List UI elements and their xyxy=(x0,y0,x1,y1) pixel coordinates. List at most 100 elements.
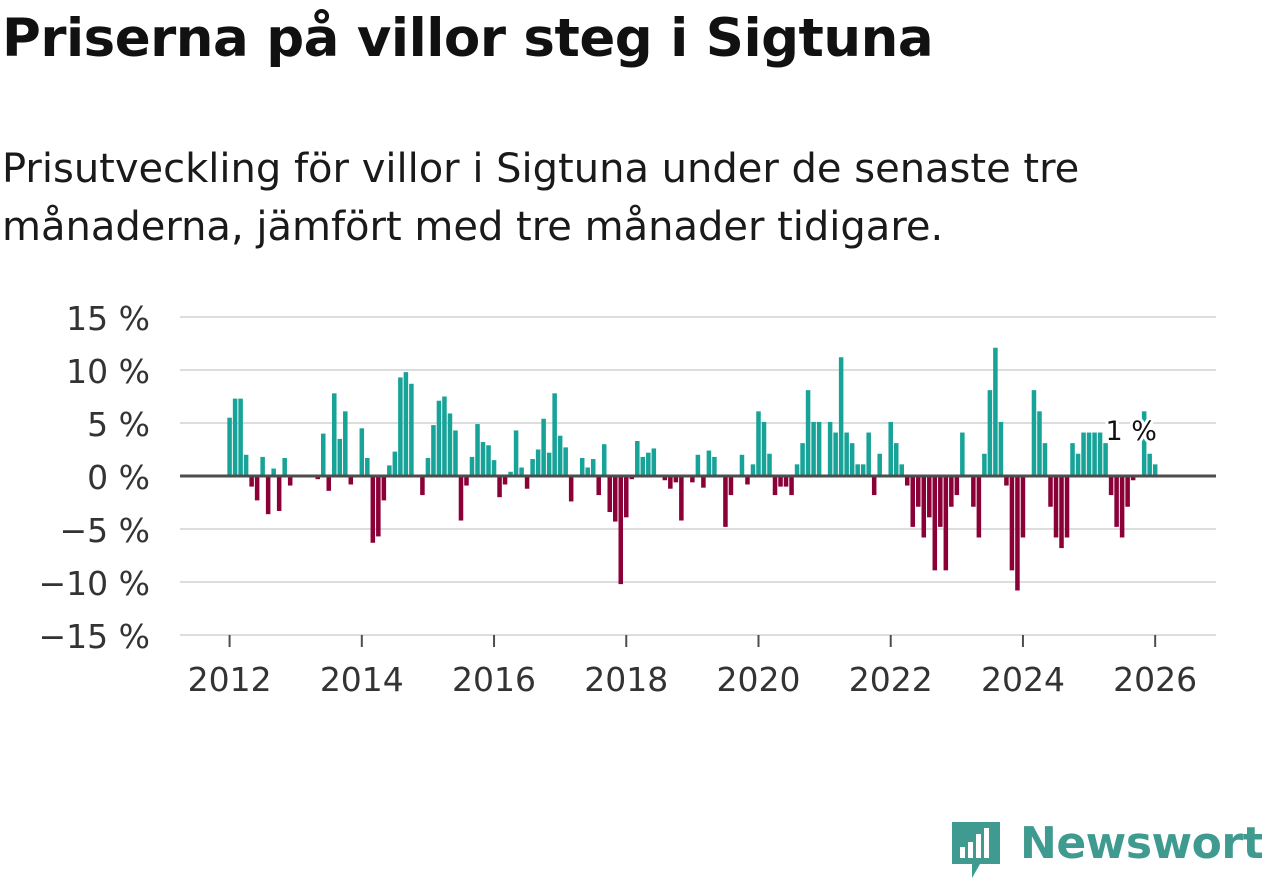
bar xyxy=(640,456,646,476)
bar xyxy=(756,411,761,476)
bar xyxy=(723,476,728,527)
bar xyxy=(932,476,938,571)
bar xyxy=(480,442,486,476)
bar xyxy=(673,476,679,483)
y-tick-label: −5 % xyxy=(60,511,151,550)
bar xyxy=(557,435,563,476)
bar xyxy=(849,443,855,476)
bar xyxy=(778,476,783,487)
x-tick-label: 2012 xyxy=(188,660,272,699)
bar xyxy=(767,453,772,476)
newsworthy-logo-icon xyxy=(952,822,1000,878)
bar xyxy=(276,476,282,511)
bar xyxy=(398,377,403,476)
bar xyxy=(392,451,398,476)
bar xyxy=(960,432,965,476)
bar xyxy=(1015,476,1020,591)
bar xyxy=(695,454,701,476)
bar xyxy=(662,476,668,481)
bar xyxy=(976,476,982,538)
bar xyxy=(513,430,519,476)
chart-title: Priserna på villor steg i Sigtuna xyxy=(2,8,934,69)
bar xyxy=(712,456,717,476)
bar xyxy=(1004,476,1009,486)
bar xyxy=(635,441,640,476)
y-axis-ticks: 15 % 10 % 5 % 0 % −5 % −10 % −15 % xyxy=(39,299,151,656)
x-tick-label: 2022 xyxy=(849,660,933,699)
bar xyxy=(403,372,409,476)
bar xyxy=(750,464,756,476)
bar xyxy=(893,443,899,476)
chart-subtitle: Prisutveckling för villor i Sigtuna unde… xyxy=(2,146,1080,250)
bar xyxy=(1114,476,1119,527)
bar xyxy=(982,453,987,476)
bar xyxy=(612,476,618,522)
bar xyxy=(904,476,910,486)
bar xyxy=(519,467,524,476)
y-tick-label: 15 % xyxy=(66,299,150,338)
bar xyxy=(486,445,491,476)
bar xyxy=(442,396,447,476)
bar xyxy=(871,476,877,496)
bar xyxy=(860,464,866,476)
bar xyxy=(794,464,800,476)
x-tick-label: 2026 xyxy=(1113,660,1197,699)
bar xyxy=(816,421,822,476)
bar xyxy=(607,476,612,513)
bar xyxy=(601,444,607,476)
bar xyxy=(618,476,624,585)
bar xyxy=(1059,476,1064,549)
bar xyxy=(971,476,976,507)
bar xyxy=(651,448,657,476)
bar xyxy=(315,476,320,480)
bar xyxy=(497,476,502,498)
bar xyxy=(701,476,706,488)
bar xyxy=(249,476,254,487)
bar xyxy=(833,432,838,476)
bar xyxy=(1125,476,1130,507)
bar xyxy=(844,432,849,476)
bar xyxy=(227,417,232,476)
bar xyxy=(1037,411,1042,476)
bar xyxy=(943,476,949,571)
bar xyxy=(927,476,932,518)
bar xyxy=(359,428,365,476)
bar xyxy=(706,450,712,476)
bar xyxy=(469,456,475,476)
bar xyxy=(910,476,916,527)
bar xyxy=(535,449,541,476)
newsworthy-logo: Newsworthy xyxy=(950,818,1262,878)
bar xyxy=(546,452,552,476)
bar xyxy=(232,398,238,476)
bar xyxy=(800,443,805,476)
bar xyxy=(783,476,789,487)
bar xyxy=(282,457,287,476)
bar xyxy=(745,476,750,485)
bar xyxy=(789,476,794,496)
bar xyxy=(1130,476,1136,481)
bar xyxy=(1064,476,1070,538)
bar xyxy=(1092,432,1097,476)
bar-series xyxy=(227,347,1158,591)
bar xyxy=(271,468,276,476)
bar xyxy=(772,476,778,496)
bar xyxy=(552,393,557,476)
bar xyxy=(568,476,574,502)
bar xyxy=(728,476,734,496)
bar xyxy=(1075,453,1081,476)
bar xyxy=(475,424,480,476)
bar xyxy=(866,432,871,476)
bar xyxy=(464,476,469,486)
bar-chart: 15 %10 %5 %0 %−5 %−10 %−15 % 2012 2014 201… xyxy=(39,299,1216,699)
y-tick-label: −15 % xyxy=(39,617,151,656)
x-tick-label: 2018 xyxy=(584,660,668,699)
bar xyxy=(1042,443,1048,476)
y-tick-label: 5 % xyxy=(87,405,150,444)
bar xyxy=(1108,476,1114,496)
annotation: 1 % xyxy=(1102,413,1159,450)
x-tick-label: 2020 xyxy=(717,660,801,699)
bar xyxy=(629,476,635,480)
newsworthy-wordmark: Newsworthy xyxy=(1020,818,1262,869)
bar xyxy=(761,421,767,476)
bar xyxy=(254,476,260,501)
